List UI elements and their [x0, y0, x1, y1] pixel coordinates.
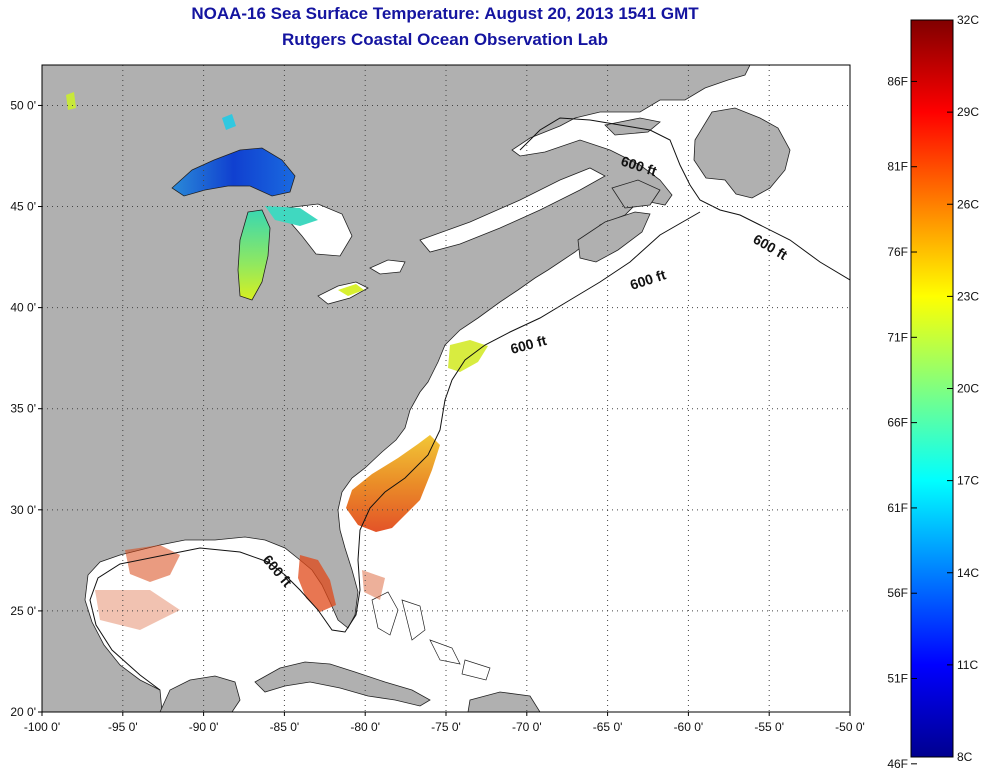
colorbar-label-fahrenheit: 76F — [887, 245, 908, 259]
lon-tick-label: -55 0' — [754, 720, 784, 734]
lat-tick-label: 25 0' — [10, 604, 36, 618]
lon-tick-label: -60 0' — [674, 720, 704, 734]
isobath-600ft — [89, 117, 850, 691]
colorbar-label-fahrenheit: 81F — [887, 160, 908, 174]
map-subtitle: Rutgers Coastal Ocean Observation Lab — [282, 30, 608, 49]
colorbar-gradient — [910, 19, 954, 758]
lat-tick-label: 20 0' — [10, 705, 36, 719]
colorbar-label-fahrenheit: 66F — [887, 416, 908, 430]
lon-tick-label: -70 0' — [512, 720, 542, 734]
lon-tick-label: -100 0' — [24, 720, 60, 734]
colorbar-label-celsius: 11C — [957, 658, 978, 672]
land-anticosti — [604, 117, 661, 136]
land-cuba — [254, 661, 431, 707]
sst-mid-atlantic — [448, 340, 488, 372]
lake-winnipeg-sst — [66, 92, 76, 110]
colorbar-label-celsius: 32C — [957, 13, 979, 27]
lake-michigan — [237, 209, 271, 301]
map-title: NOAA-16 Sea Surface Temperature: August … — [191, 4, 699, 23]
colorbar-label-celsius: 17C — [957, 474, 979, 488]
st-lawrence-river — [419, 167, 606, 253]
colorbar-label-celsius: 8C — [957, 750, 973, 764]
colorbar-ticks — [911, 19, 953, 765]
lake-nipigon-sst — [222, 114, 236, 130]
lat-tick-label: 35 0' — [10, 402, 36, 416]
lake-ontario — [369, 259, 406, 275]
colorbar: 32C 29C 26C 23C 20C 17C 14C 11C 8C 86F 81F 76F 71F 66… — [887, 13, 979, 770]
sst-gulf-central — [95, 590, 180, 630]
colorbar-label-fahrenheit: 71F — [887, 330, 908, 344]
land-nova-scotia — [577, 211, 651, 263]
lake-superior — [171, 147, 296, 197]
sst-southeast-coast — [346, 435, 440, 532]
lon-tick-label: -85 0' — [270, 720, 300, 734]
lake-erie-sst — [338, 284, 364, 296]
land-newfoundland — [693, 107, 791, 199]
lat-tick-label: 45 0' — [10, 200, 36, 214]
lon-tick-label: -80 0' — [350, 720, 380, 734]
lat-tick-label: 40 0' — [10, 301, 36, 315]
land-hispaniola — [467, 691, 541, 712]
lat-tick-label: 30 0' — [10, 503, 36, 517]
land-yucatan — [159, 675, 241, 712]
colorbar-label-fahrenheit: 46F — [887, 757, 908, 770]
colorbar-label-celsius: 14C — [957, 566, 979, 580]
land-gaspe — [611, 179, 661, 209]
latitude-axis: 20 0' 25 0' 30 0' 35 0' 40 0' 45 0' 50 0' — [10, 98, 42, 719]
longitude-axis: -100 0' -95 0' -90 0' -85 0' -80 0' -75 0' -70… — [24, 712, 865, 734]
sst-keys — [362, 570, 385, 600]
lake-huron-sst — [265, 206, 318, 226]
colorbar-label-fahrenheit: 56F — [887, 586, 908, 600]
lon-tick-label: -50 0' — [835, 720, 865, 734]
lon-tick-label: -95 0' — [108, 720, 138, 734]
colorbar-label-fahrenheit: 61F — [887, 501, 908, 515]
colorbar-label-celsius: 26C — [957, 197, 979, 211]
colorbar-label-celsius: 23C — [957, 289, 979, 303]
colorbar-label-fahrenheit: 51F — [887, 672, 908, 686]
lon-tick-label: -90 0' — [189, 720, 219, 734]
colorbar-labels: 32C 29C 26C 23C 20C 17C 14C 11C 8C 86F 81F 76F 71F 66… — [887, 13, 979, 770]
bahamas-banks — [371, 591, 491, 681]
colorbar-label-celsius: 20C — [957, 382, 979, 396]
lon-tick-label: -75 0' — [431, 720, 461, 734]
lon-tick-label: -65 0' — [593, 720, 623, 734]
lat-tick-label: 50 0' — [10, 98, 36, 112]
colorbar-label-fahrenheit: 86F — [887, 74, 908, 88]
colorbar-label-celsius: 29C — [957, 105, 979, 119]
